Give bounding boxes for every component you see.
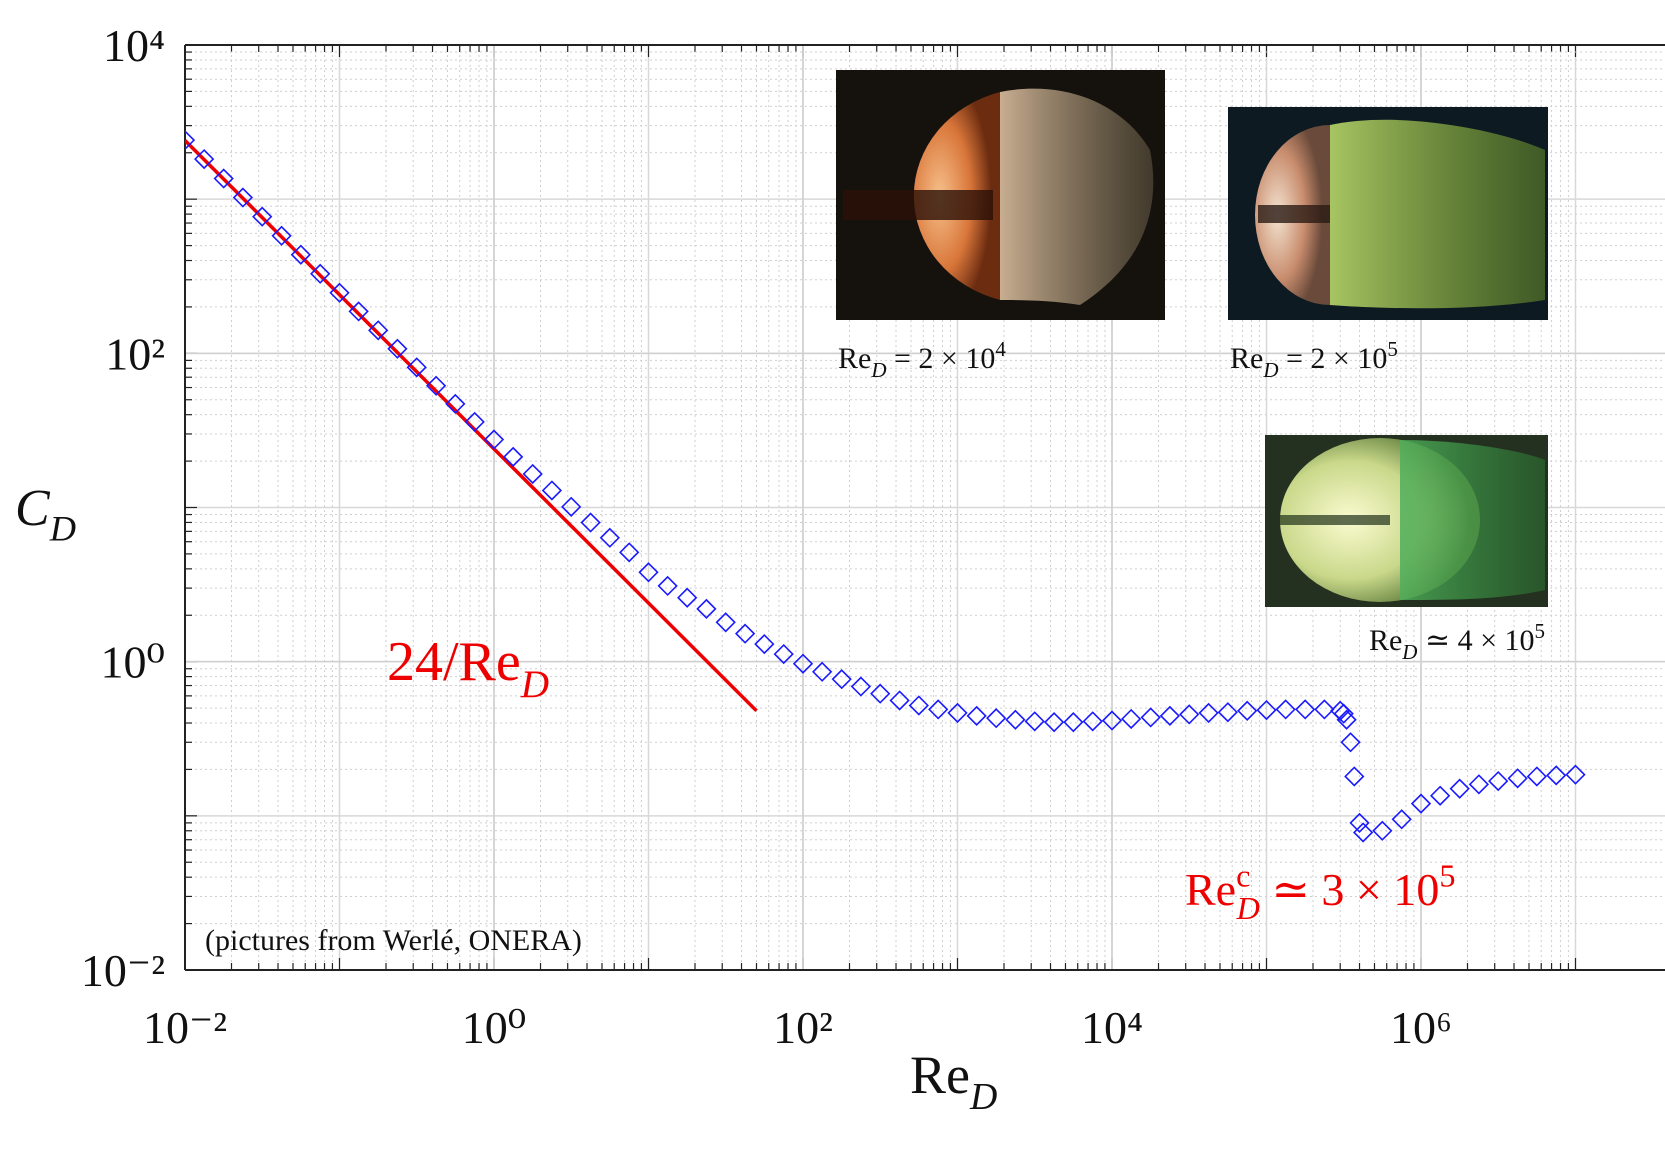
annotation-part: D [1236, 890, 1260, 926]
data-point [659, 577, 677, 595]
x-tick-label: 10⁶ [1390, 1002, 1452, 1053]
data-point [968, 707, 986, 725]
photo-caption: ReD = 2 × 104 [838, 337, 1006, 382]
data-point [1219, 703, 1237, 721]
data-point [1393, 810, 1411, 828]
y-axis-label-part: D [49, 509, 76, 549]
photo-caption-part: = 2 × 10 [887, 342, 996, 375]
photo-caption-part: ≃ 4 × 10 [1417, 624, 1534, 657]
x-axis-label: ReD [910, 1045, 997, 1118]
data-point [1238, 702, 1256, 720]
data-point [1084, 712, 1102, 730]
data-point [1345, 767, 1363, 785]
data-point [987, 709, 1005, 727]
data-point [929, 700, 947, 718]
photo-caption-part: D [1401, 640, 1417, 664]
photo-caption: ReD = 2 × 105 [1230, 337, 1398, 382]
data-point [1026, 712, 1044, 730]
annotation-part: Re [1185, 864, 1236, 915]
photo [1228, 107, 1548, 320]
photo-caption-part: 4 [995, 337, 1006, 361]
data-point [813, 663, 831, 681]
data-point [369, 321, 387, 339]
x-tick-label: 10⁰ [462, 1002, 526, 1053]
data-point [1142, 708, 1160, 726]
x-tick-label: 10⁻² [143, 1002, 227, 1053]
data-point [736, 625, 754, 643]
data-point [1200, 704, 1218, 722]
y-axis-label: CD [15, 480, 76, 549]
annotation-part: ≃ 3 × 10 [1260, 864, 1440, 915]
data-point [1006, 711, 1024, 729]
page: 10⁻²10⁰10²10⁴10⁶10⁻²10⁰10²10⁴ReDCD24/ReD… [0, 0, 1665, 1175]
photo-caption-part: Re [838, 342, 871, 375]
annotation-part: (pictures from Werlé, ONERA) [205, 924, 582, 957]
annotation-part: 5 [1439, 858, 1455, 894]
photo-caption-part: D [1262, 358, 1278, 382]
photo-caption: ReD ≃ 4 × 105 [1369, 619, 1545, 664]
fit-line [185, 141, 756, 711]
y-tick-label: 10⁴ [103, 20, 165, 71]
data-point [891, 691, 909, 709]
chart: 10⁻²10⁰10²10⁴10⁶10⁻²10⁰10²10⁴ReDCD24/ReD… [0, 0, 1665, 1175]
data-point [1296, 700, 1314, 718]
data-point [852, 678, 870, 696]
x-axis-label-part: Re [910, 1045, 970, 1105]
y-axis-label-part: C [15, 480, 51, 537]
annotation: (pictures from Werlé, ONERA) [205, 924, 582, 957]
data-point [1431, 787, 1449, 805]
data-point [678, 589, 696, 607]
data-point [717, 613, 735, 631]
data-point [1489, 772, 1507, 790]
annotation-part: c [1236, 858, 1250, 894]
x-tick-label: 10² [773, 1002, 833, 1053]
photo [1265, 435, 1548, 607]
y-tick-label: 10⁻² [81, 945, 165, 996]
data-point [543, 481, 561, 499]
data-point [1528, 767, 1546, 785]
photo [836, 70, 1165, 320]
x-tick-label: 10⁴ [1081, 1002, 1143, 1053]
annotation: 24/ReD [387, 631, 549, 706]
y-tick-label: 10⁰ [101, 637, 165, 688]
photo-caption-part: 5 [1387, 337, 1398, 361]
photo-caption-part: D [870, 358, 886, 382]
data-point [1354, 823, 1372, 841]
data-point [1315, 700, 1333, 718]
data-point [1509, 769, 1527, 787]
photo-caption-part: = 2 × 10 [1279, 342, 1388, 375]
data-point [1045, 713, 1063, 731]
data-point [1161, 707, 1179, 725]
data-point [1064, 713, 1082, 731]
x-axis-label-part: D [969, 1076, 997, 1118]
data-point [1451, 780, 1469, 798]
annotation-part: D [520, 663, 549, 706]
photo-caption-part: Re [1369, 624, 1402, 657]
data-point [1470, 775, 1488, 793]
data-point [871, 685, 889, 703]
data-point [1277, 700, 1295, 718]
data-point [775, 645, 793, 663]
data-point [910, 696, 928, 714]
data-point [755, 635, 773, 653]
data-point [1122, 710, 1140, 728]
annotation-part: 24/Re [387, 631, 521, 693]
data-point [388, 340, 406, 358]
photo-caption-part: Re [1230, 342, 1263, 375]
photo-caption-part: 5 [1535, 619, 1546, 643]
y-tick-label: 10² [105, 328, 165, 379]
data-point [620, 543, 638, 561]
